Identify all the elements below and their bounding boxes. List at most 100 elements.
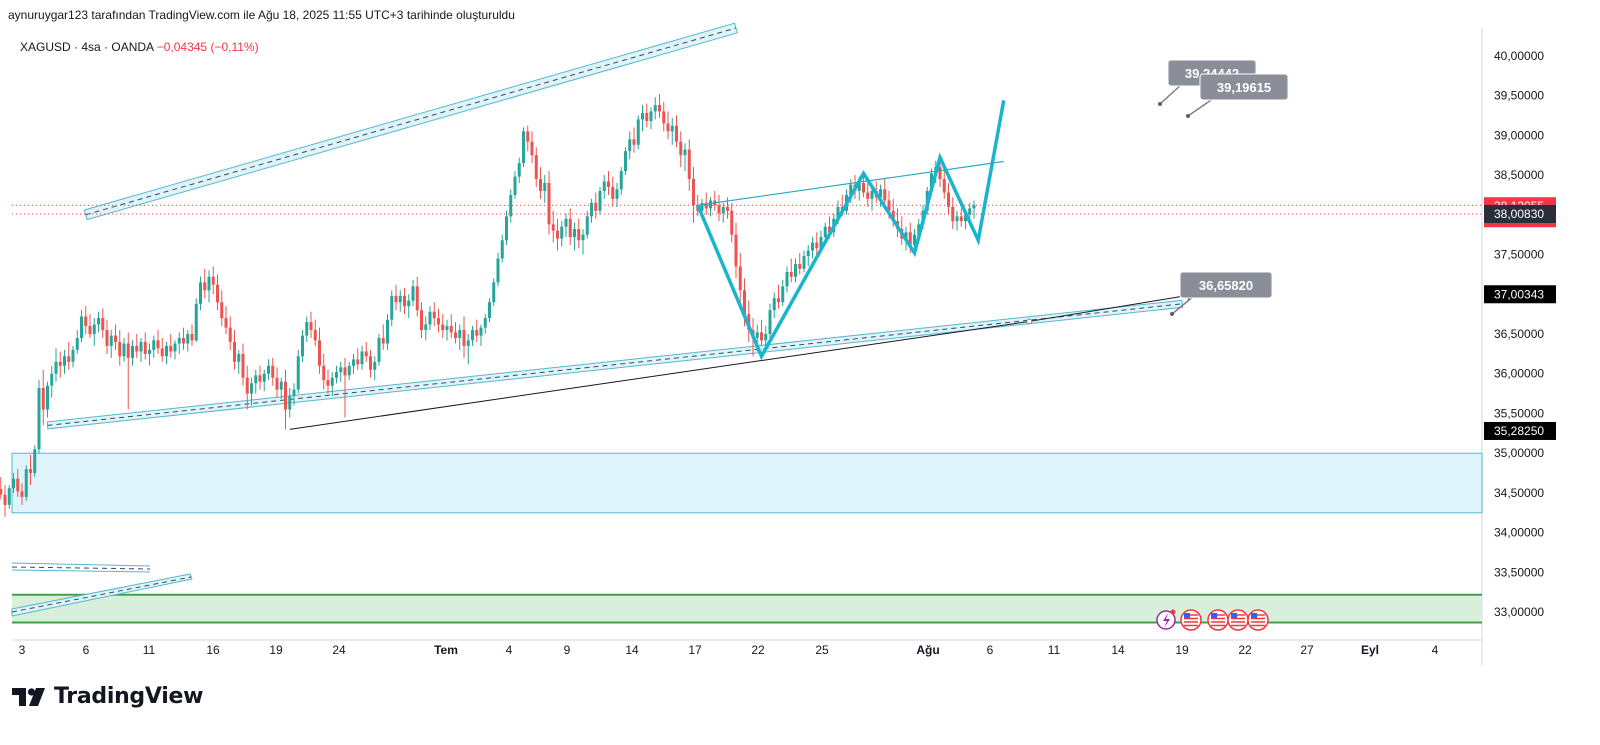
- x-tick-label: 27: [1300, 643, 1314, 657]
- candle-body: [118, 341, 122, 357]
- candle-body: [806, 250, 810, 257]
- candle-body: [143, 341, 147, 354]
- support-trendline: [289, 320, 1030, 430]
- candle-body: [866, 192, 870, 199]
- callout-support-pointer: [1171, 295, 1195, 315]
- candle-body: [165, 345, 168, 357]
- price-badge: [1484, 204, 1556, 223]
- x-tick-label: 22: [751, 643, 765, 657]
- candle-body: [908, 232, 912, 245]
- candle-body: [475, 330, 479, 336]
- candle-body: [836, 206, 840, 219]
- candle-body: [360, 351, 364, 365]
- candle-body: [7, 488, 11, 505]
- callout-target-2-tip: [1186, 114, 1190, 118]
- candle-body: [730, 210, 734, 235]
- candle-body: [547, 182, 551, 225]
- candle-body: [105, 330, 109, 346]
- candle-body: [296, 356, 300, 390]
- candle-body: [177, 337, 181, 344]
- candle-body: [794, 264, 797, 277]
- y-tick-label: 40,00000: [1494, 49, 1544, 63]
- candle-body: [522, 131, 525, 164]
- price-badge-label: 35,28250: [1494, 424, 1544, 438]
- candle-body: [611, 186, 615, 199]
- small-channel-b-band: [11, 573, 193, 617]
- candle-body: [381, 337, 385, 344]
- candle-body: [190, 334, 194, 341]
- candle-body: [160, 348, 164, 357]
- x-tick-label: 17: [688, 643, 702, 657]
- candle-body: [339, 367, 343, 373]
- x-tick-label: 11: [143, 643, 156, 657]
- candle-body: [415, 286, 419, 311]
- callout-support-tip: [1170, 312, 1174, 316]
- callout-target-2-box: [1199, 73, 1289, 101]
- candle-body: [738, 266, 742, 291]
- chart-caption: aynuruygar123 tarafından TradingView.com…: [8, 8, 515, 22]
- candle-body: [479, 327, 483, 336]
- candle-body: [305, 322, 309, 336]
- candle-body: [449, 326, 453, 333]
- candle-body: [88, 326, 92, 334]
- candle-body: [785, 272, 789, 287]
- candle-body: [356, 359, 360, 365]
- candle-body: [526, 131, 530, 142]
- candle-body: [641, 113, 644, 120]
- candle-body: [220, 302, 224, 319]
- candle-body: [615, 189, 619, 199]
- candle-body: [513, 176, 517, 195]
- candle-body: [63, 356, 66, 366]
- candle-body: [904, 232, 908, 239]
- candle-body: [811, 242, 814, 251]
- tradingview-logo[interactable]: TradingView: [12, 684, 203, 709]
- candle-body: [492, 282, 496, 303]
- price-badge-label: 38,00830: [1494, 207, 1544, 221]
- candle-body: [581, 234, 585, 241]
- candle-body: [947, 192, 950, 207]
- candle-body: [534, 155, 538, 180]
- y-tick-label: 33,00000: [1494, 605, 1544, 619]
- candle-body: [156, 340, 160, 349]
- candle-body: [573, 229, 576, 238]
- x-tick-label: 9: [564, 643, 571, 657]
- candle-body: [377, 337, 381, 362]
- candle-body: [3, 494, 7, 505]
- candle-body: [539, 179, 542, 191]
- candle-body: [292, 389, 296, 396]
- candle-body: [802, 256, 806, 269]
- candle-body: [789, 272, 793, 277]
- candle-body: [658, 105, 661, 112]
- candle-body: [768, 310, 772, 334]
- candle-body: [509, 194, 513, 217]
- x-tick-label: 11: [1048, 643, 1061, 657]
- candle-body: [772, 298, 776, 311]
- candle-body: [369, 356, 372, 370]
- candle-body: [352, 359, 355, 366]
- candle-body: [216, 284, 219, 303]
- candle-body: [653, 105, 657, 112]
- event-dot: [1170, 609, 1176, 615]
- candle-body: [968, 208, 972, 215]
- symbol-name: XAGUSD · 4sa · OANDA: [20, 40, 154, 54]
- callout-target-1-pointer: [1159, 83, 1183, 105]
- candle-body: [284, 381, 287, 410]
- candle-body: [964, 214, 967, 222]
- candle-body: [458, 330, 462, 338]
- candle-body: [126, 343, 130, 358]
- candle-body: [734, 234, 738, 267]
- x-tick-label: 4: [1432, 643, 1439, 657]
- candle-body: [938, 167, 942, 180]
- candle-body: [428, 311, 432, 325]
- candle-body: [148, 349, 151, 354]
- candle-body: [959, 216, 963, 222]
- candle-body: [717, 205, 721, 214]
- candle-body: [445, 326, 449, 331]
- candle-body: [815, 242, 819, 249]
- candle-body: [823, 226, 827, 238]
- support-trendline-extension: [1029, 293, 1196, 322]
- small-channel-a-bottom: [11, 569, 151, 573]
- candle-body: [122, 343, 126, 357]
- candle-body: [951, 206, 955, 222]
